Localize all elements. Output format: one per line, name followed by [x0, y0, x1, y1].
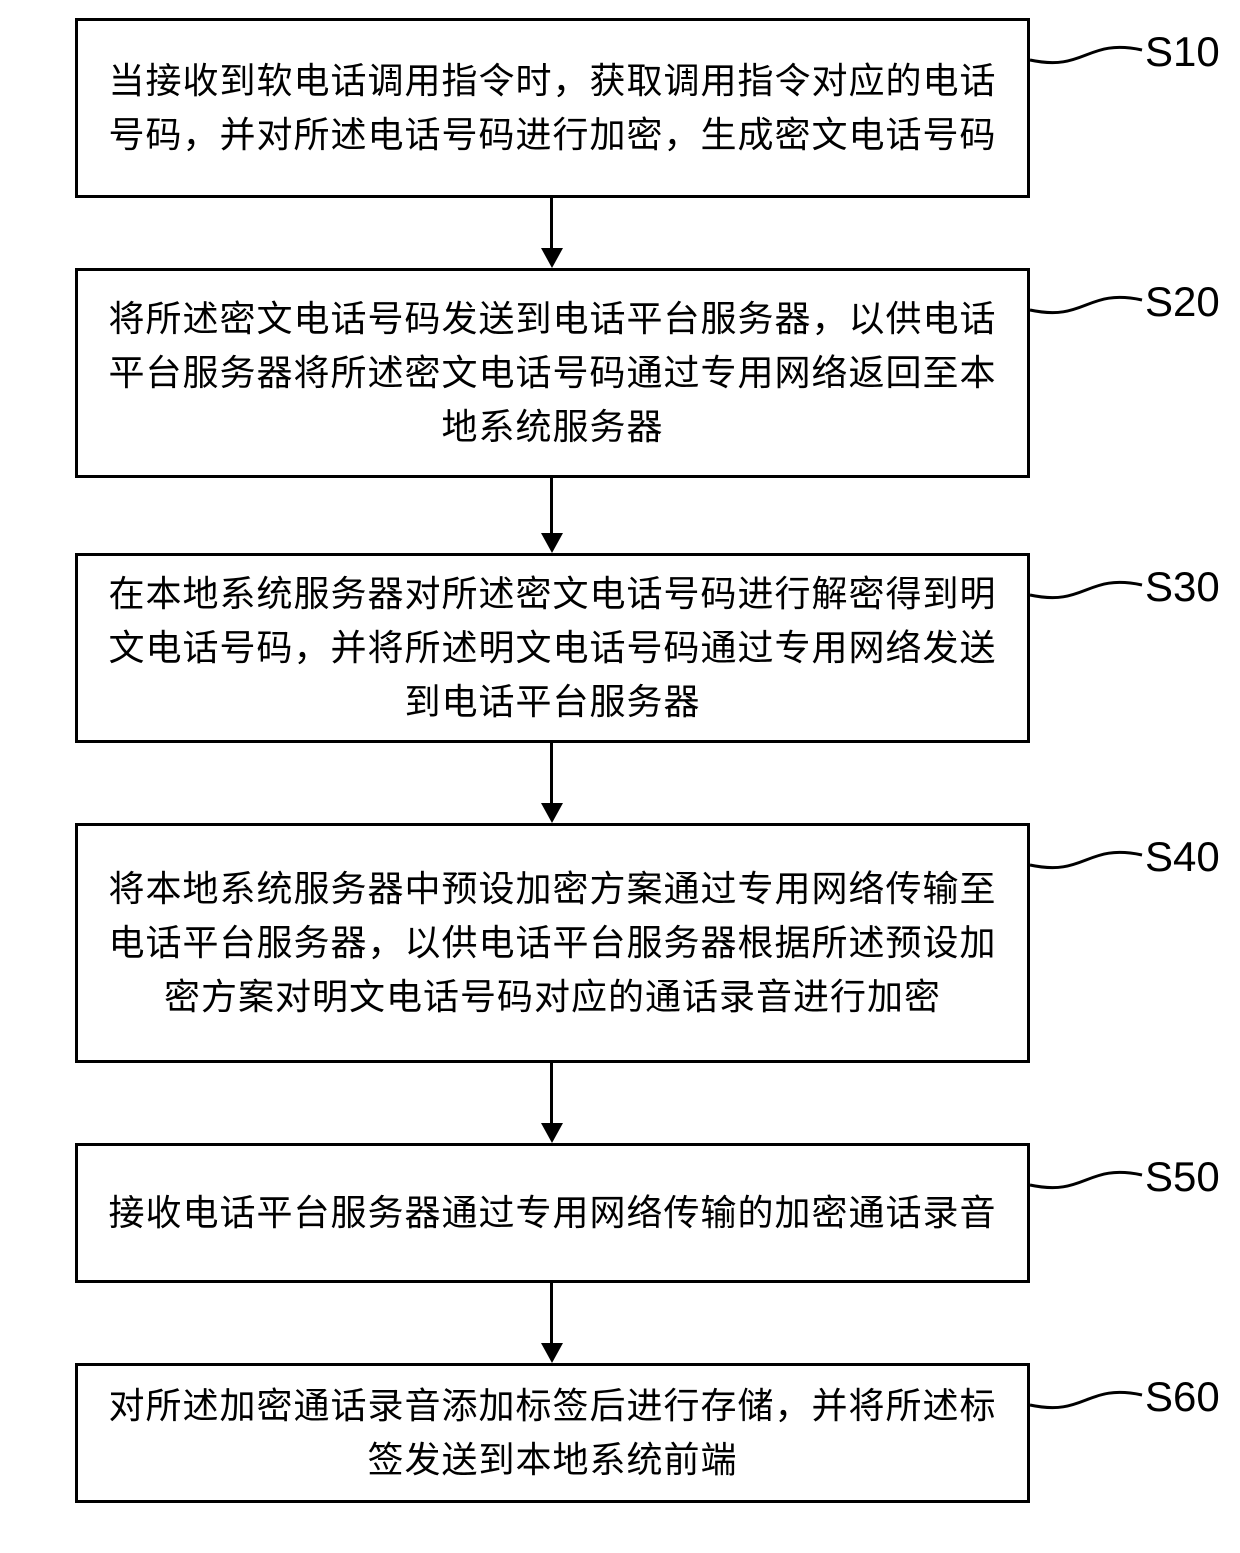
- arrow-head-icon: [541, 1123, 563, 1143]
- step-text: 将所述密文电话号码发送到电话平台服务器，以供电话平台服务器将所述密文电话号码通过…: [108, 292, 997, 454]
- label-connector: [1025, 8, 1150, 88]
- arrow-line: [550, 1063, 553, 1125]
- arrow-head-icon: [541, 533, 563, 553]
- step-label-s30: S30: [1145, 563, 1220, 611]
- label-connector: [1025, 1353, 1150, 1433]
- step-text: 当接收到软电话调用指令时，获取调用指令对应的电话号码，并对所述电话号码进行加密，…: [108, 54, 997, 162]
- step-label-s20: S20: [1145, 278, 1220, 326]
- step-text: 在本地系统服务器对所述密文电话号码进行解密得到明文电话号码，并将所述明文电话号码…: [108, 567, 997, 729]
- arrow-line: [550, 198, 553, 250]
- step-label-s50: S50: [1145, 1153, 1220, 1201]
- arrow-line: [550, 478, 553, 535]
- label-connector: [1025, 543, 1150, 623]
- step-box-s10: 当接收到软电话调用指令时，获取调用指令对应的电话号码，并对所述电话号码进行加密，…: [75, 18, 1030, 198]
- label-connector: [1025, 258, 1150, 338]
- step-label-s60: S60: [1145, 1373, 1220, 1421]
- step-text: 接收电话平台服务器通过专用网络传输的加密通话录音: [108, 1186, 996, 1240]
- label-connector: [1025, 1133, 1150, 1213]
- step-box-s50: 接收电话平台服务器通过专用网络传输的加密通话录音: [75, 1143, 1030, 1283]
- step-label-s10: S10: [1145, 28, 1220, 76]
- step-label-s40: S40: [1145, 833, 1220, 881]
- label-connector: [1025, 813, 1150, 893]
- step-text: 将本地系统服务器中预设加密方案通过专用网络传输至电话平台服务器，以供电话平台服务…: [108, 862, 997, 1024]
- arrow-head-icon: [541, 803, 563, 823]
- arrow-head-icon: [541, 1343, 563, 1363]
- arrow-head-icon: [541, 248, 563, 268]
- step-box-s30: 在本地系统服务器对所述密文电话号码进行解密得到明文电话号码，并将所述明文电话号码…: [75, 553, 1030, 743]
- step-text: 对所述加密通话录音添加标签后进行存储，并将所述标签发送到本地系统前端: [108, 1379, 997, 1487]
- step-box-s60: 对所述加密通话录音添加标签后进行存储，并将所述标签发送到本地系统前端: [75, 1363, 1030, 1503]
- arrow-line: [550, 743, 553, 805]
- step-box-s40: 将本地系统服务器中预设加密方案通过专用网络传输至电话平台服务器，以供电话平台服务…: [75, 823, 1030, 1063]
- flowchart-container: 当接收到软电话调用指令时，获取调用指令对应的电话号码，并对所述电话号码进行加密，…: [0, 0, 1240, 1553]
- arrow-line: [550, 1283, 553, 1345]
- step-box-s20: 将所述密文电话号码发送到电话平台服务器，以供电话平台服务器将所述密文电话号码通过…: [75, 268, 1030, 478]
